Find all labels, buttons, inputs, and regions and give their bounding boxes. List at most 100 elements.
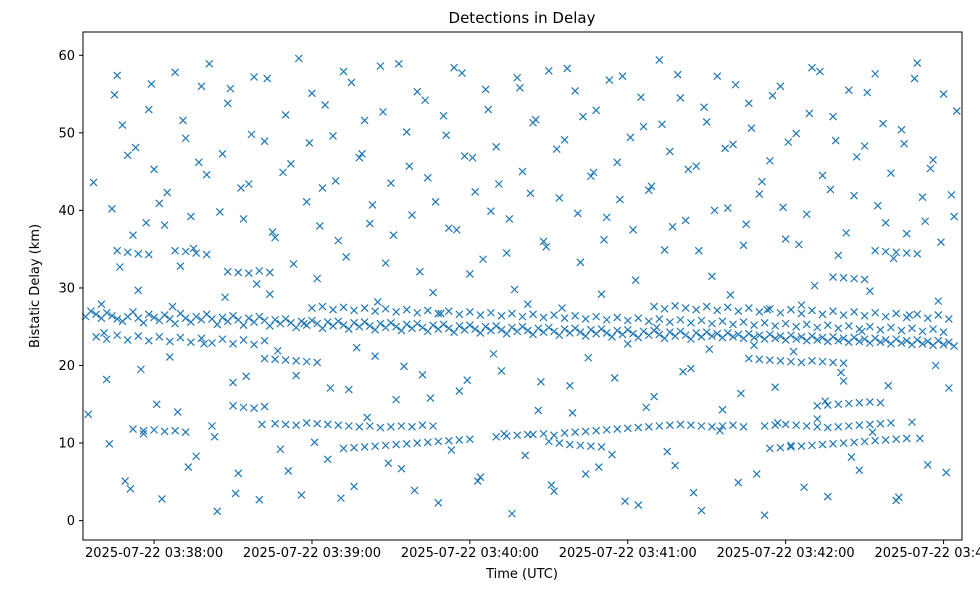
data-point [571, 311, 580, 320]
data-point [765, 444, 774, 453]
data-point [889, 254, 898, 263]
data-point [868, 428, 877, 437]
data-point [197, 334, 206, 343]
data-point [629, 329, 637, 338]
data-point [447, 446, 456, 454]
data-point [887, 169, 895, 178]
x-axis: 2025-07-22 03:38:00 2025-07-22 03:39:00 20… [85, 540, 980, 561]
data-point [550, 487, 559, 496]
data-point [781, 420, 790, 429]
data-point [742, 220, 751, 229]
data-point [715, 426, 724, 435]
data-point [289, 259, 298, 268]
data-point [265, 290, 274, 299]
data-point [905, 311, 914, 320]
data-point [226, 84, 235, 93]
data-point [339, 444, 348, 453]
data-point [721, 144, 730, 153]
data-point [829, 332, 837, 341]
data-point [331, 176, 340, 185]
data-point [489, 349, 498, 358]
data-point [255, 312, 264, 321]
data-point [810, 281, 819, 290]
data-point [142, 218, 151, 227]
data-point [787, 443, 795, 451]
data-point [376, 319, 385, 328]
data-point [823, 401, 832, 409]
data-point [265, 322, 274, 330]
data-point [550, 327, 559, 336]
data-point [492, 432, 501, 441]
data-point [400, 362, 408, 371]
data-point [697, 422, 706, 430]
data-point [281, 420, 290, 429]
data-point [818, 440, 827, 449]
data-point [292, 356, 301, 365]
data-point [739, 422, 748, 431]
data-point [834, 336, 843, 345]
data-point [689, 488, 698, 497]
data-point [360, 443, 369, 451]
data-point [797, 309, 806, 318]
data-point [363, 413, 372, 422]
data-point [181, 428, 190, 437]
data-point [300, 319, 308, 328]
data-point [787, 305, 795, 314]
data-point [815, 67, 824, 76]
data-point [663, 447, 672, 456]
data-point [584, 353, 593, 362]
data-point [850, 333, 859, 342]
data-point [802, 210, 811, 219]
data-point [492, 322, 501, 330]
data-point [681, 331, 690, 340]
data-point [918, 327, 927, 336]
data-point [750, 341, 759, 350]
data-point [550, 431, 559, 440]
data-point [855, 398, 864, 407]
data-point [652, 323, 661, 332]
data-point [629, 225, 637, 234]
data-point [615, 195, 624, 204]
data-point [776, 443, 785, 452]
data-point [792, 322, 801, 331]
data-point [694, 246, 703, 255]
data-point [321, 100, 330, 109]
data-point [229, 401, 237, 410]
data-point [350, 318, 358, 327]
data-point [181, 314, 190, 323]
data-point [344, 422, 353, 430]
data-point [744, 329, 753, 338]
data-point [829, 307, 837, 316]
data-point [381, 304, 390, 313]
data-point [402, 305, 411, 314]
data-point [708, 332, 716, 340]
data-point [863, 88, 872, 97]
data-point [160, 311, 169, 320]
data-point [281, 315, 290, 323]
data-point [650, 392, 659, 401]
data-point [771, 334, 780, 343]
data-point [492, 142, 501, 151]
data-point [744, 354, 753, 363]
data-point [763, 305, 772, 314]
data-point [560, 135, 569, 144]
data-point [818, 171, 827, 180]
data-point [692, 162, 701, 171]
data-point [342, 252, 351, 261]
data-point [134, 249, 143, 258]
data-point [150, 425, 158, 434]
data-point [787, 357, 795, 366]
data-point [910, 74, 919, 83]
data-point [902, 336, 911, 345]
data-point [255, 266, 264, 275]
data-point [110, 90, 119, 99]
data-point [308, 89, 316, 98]
data-point [144, 310, 153, 319]
data-point [497, 367, 506, 375]
data-point [655, 330, 664, 339]
data-point [155, 199, 164, 208]
data-point [871, 246, 880, 255]
data-point [813, 335, 822, 344]
data-point [484, 105, 493, 114]
data-point [221, 293, 230, 302]
